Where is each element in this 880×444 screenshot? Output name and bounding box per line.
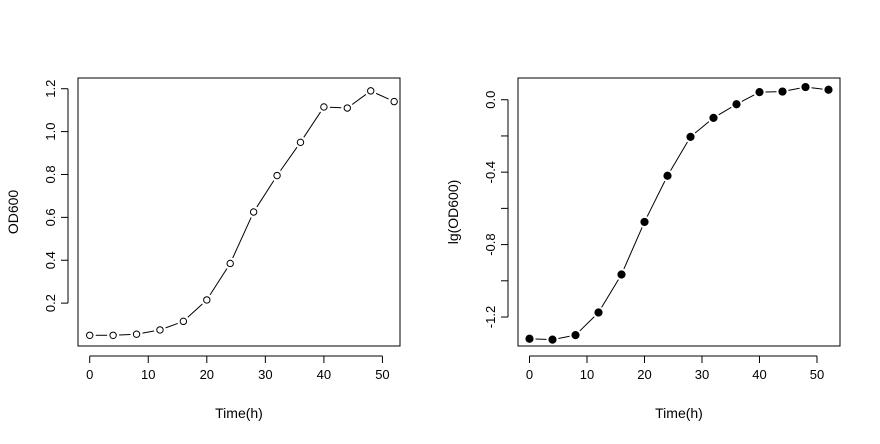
series-line-segment xyxy=(329,106,342,109)
series-line-segment xyxy=(142,330,155,334)
data-point xyxy=(226,259,234,268)
y-tick-label: 1.0 xyxy=(43,123,58,141)
x-tick-label: 30 xyxy=(258,367,272,382)
panel-2: 0 10 20 30 40 50 -1.2 -0.8 -0.4 0.0 Time(h) lg(OD60… xyxy=(445,77,841,421)
data-point xyxy=(755,88,764,97)
x-tick-label: 20 xyxy=(200,367,214,382)
data-point xyxy=(732,100,741,109)
x-tick-label: 40 xyxy=(752,367,766,382)
x-axis-title: Time(h) xyxy=(655,405,703,421)
data-point xyxy=(249,208,258,216)
x-tick-label: 0 xyxy=(526,367,533,382)
series-line-segment xyxy=(256,180,275,208)
data-point xyxy=(156,326,164,334)
data-point xyxy=(86,331,94,339)
x-axis-title: Time(h) xyxy=(215,405,263,421)
x-tick-label: 50 xyxy=(375,367,389,382)
data-point xyxy=(343,104,352,112)
series-line-segment xyxy=(119,333,131,336)
x-tick-label: 0 xyxy=(86,367,93,382)
data-point xyxy=(367,87,375,95)
y-tick-label: 0.2 xyxy=(43,294,58,312)
plot-frame xyxy=(77,77,401,347)
series-line-segment xyxy=(303,111,321,138)
x-tick-label: 10 xyxy=(141,367,155,382)
series-line-segment xyxy=(351,94,367,105)
data-point xyxy=(824,85,833,94)
series-line-segment xyxy=(811,87,823,90)
panel-1: 0 10 20 30 40 50 0.2 0.4 0.6 0.8 1.0 1.2 Time(h) OD60… xyxy=(5,77,401,421)
y-tick-label: -0.8 xyxy=(483,233,498,255)
series-line-segment xyxy=(646,180,666,217)
y-tick-label: -1.2 xyxy=(483,306,498,328)
series-line-segment xyxy=(165,322,178,329)
y-tick-label: 0.6 xyxy=(43,208,58,226)
data-point xyxy=(778,87,787,96)
x-tick-label: 50 xyxy=(810,367,824,382)
data-point xyxy=(663,171,672,180)
data-point xyxy=(801,82,810,92)
data-point xyxy=(203,296,211,304)
series-line-segment xyxy=(718,106,732,116)
y-tick-label: 0.8 xyxy=(43,165,58,183)
plot-frame xyxy=(517,77,841,347)
x-tick-label: 30 xyxy=(695,367,709,382)
series-line-segment xyxy=(232,217,252,259)
y-tick-label: 1.2 xyxy=(43,80,58,98)
data-point xyxy=(179,317,188,326)
y-tick-label: 0.4 xyxy=(43,251,58,269)
data-point xyxy=(132,330,141,338)
series-line-segment xyxy=(694,121,710,134)
series-line-segment xyxy=(579,316,595,332)
data-point xyxy=(320,103,328,111)
data-point xyxy=(594,308,603,317)
data-point xyxy=(390,97,398,106)
data-point xyxy=(525,334,534,343)
y-tick-label: 0.0 xyxy=(483,91,498,109)
x-tick-label: 10 xyxy=(580,367,594,382)
data-point xyxy=(640,217,649,227)
series-line-segment xyxy=(670,141,688,171)
series-line-segment xyxy=(280,146,298,171)
data-point xyxy=(548,335,557,344)
data-point xyxy=(109,331,117,339)
data-point xyxy=(273,171,281,180)
series-line-segment xyxy=(375,92,389,100)
data-point xyxy=(296,138,305,147)
y-axis-title: lg(OD600) xyxy=(445,180,461,245)
x-tick-label: 40 xyxy=(317,367,331,382)
series-line-segment xyxy=(623,227,643,270)
series-line-segment xyxy=(558,335,570,339)
series-line-segment xyxy=(209,268,228,296)
y-axis-title: OD600 xyxy=(5,190,21,235)
series-line-segment xyxy=(601,279,619,308)
x-tick-label: 20 xyxy=(637,367,651,382)
y-tick-label: -0.4 xyxy=(483,161,498,183)
data-point xyxy=(571,331,580,340)
data-point xyxy=(686,132,695,141)
series-line-segment xyxy=(741,94,755,102)
data-point xyxy=(709,113,718,122)
series-line-segment xyxy=(187,303,203,318)
series-line-segment xyxy=(788,87,800,91)
data-point xyxy=(617,270,626,279)
